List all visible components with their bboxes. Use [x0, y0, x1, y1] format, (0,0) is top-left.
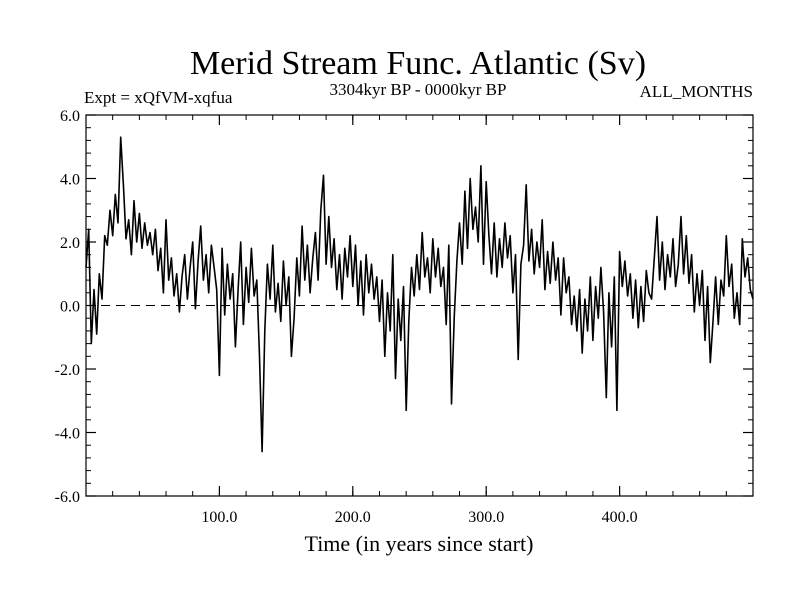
x-tick-label: 100.0 — [201, 509, 237, 526]
chart-title: Merid Stream Func. Atlantic (Sv) — [190, 45, 646, 82]
y-tick-label: 2.0 — [60, 235, 80, 252]
y-tick-label: -2.0 — [55, 362, 80, 379]
x-tick-label: 400.0 — [602, 509, 638, 526]
axis-ticks — [86, 114, 753, 497]
x-tick-label: 300.0 — [468, 509, 504, 526]
y-tick-label: -4.0 — [55, 426, 80, 443]
x-axis-label: Time (in years since start) — [305, 531, 534, 556]
msf-series-line — [85, 136, 754, 453]
y-tick-labels: -6.0 -4.0 -2.0 0.0 2.0 4.0 6.0 — [55, 108, 80, 506]
y-tick-label: 4.0 — [60, 172, 80, 189]
experiment-label: Expt = xQfVM-xqfua — [84, 88, 233, 107]
x-tick-labels: 100.0 200.0 300.0 400.0 — [201, 509, 637, 526]
y-tick-label: 0.0 — [60, 299, 80, 316]
time-range-label: 3304kyr BP - 0000kyr BP — [330, 80, 507, 99]
x-tick-label: 200.0 — [335, 509, 371, 526]
y-tick-label: -6.0 — [55, 489, 80, 506]
y-tick-label: 6.0 — [60, 108, 80, 125]
months-label: ALL_MONTHS — [640, 82, 753, 101]
